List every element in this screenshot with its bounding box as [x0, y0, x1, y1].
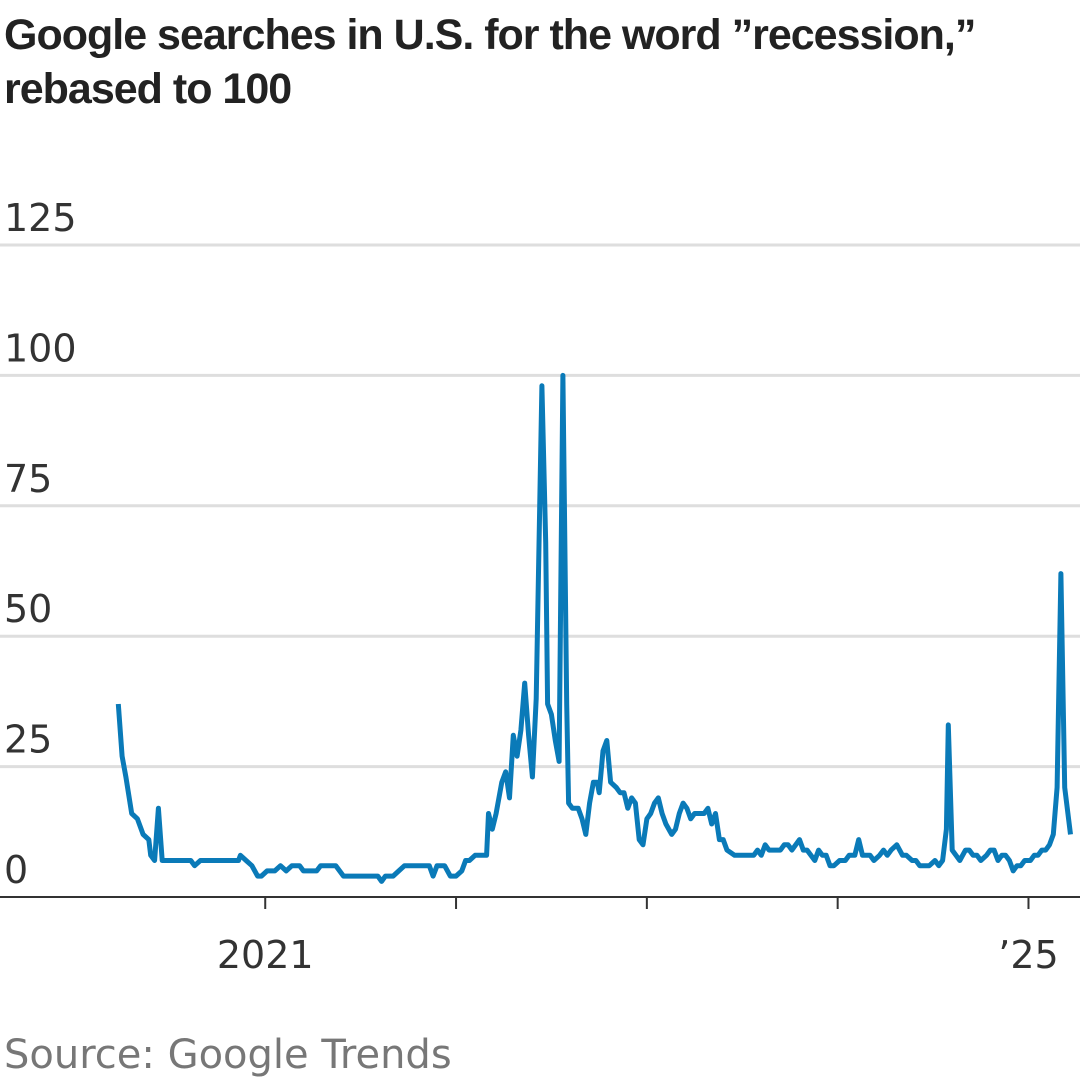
y-tick-label: 25	[4, 718, 52, 762]
y-tick-label: 50	[4, 587, 52, 631]
y-tick-label: 100	[4, 326, 77, 370]
x-tick-label: ’25	[998, 933, 1058, 977]
source: Source: Google Trends	[4, 1032, 452, 1078]
y-tick-label: 75	[4, 457, 52, 501]
y-tick-label: 125	[4, 196, 77, 240]
line	[115, 372, 1073, 884]
x-tick-label: 2021	[217, 933, 314, 977]
chart-title: Google searches in U.S. for the word ”re…	[4, 11, 976, 113]
y-tick-label: 0	[4, 848, 28, 892]
